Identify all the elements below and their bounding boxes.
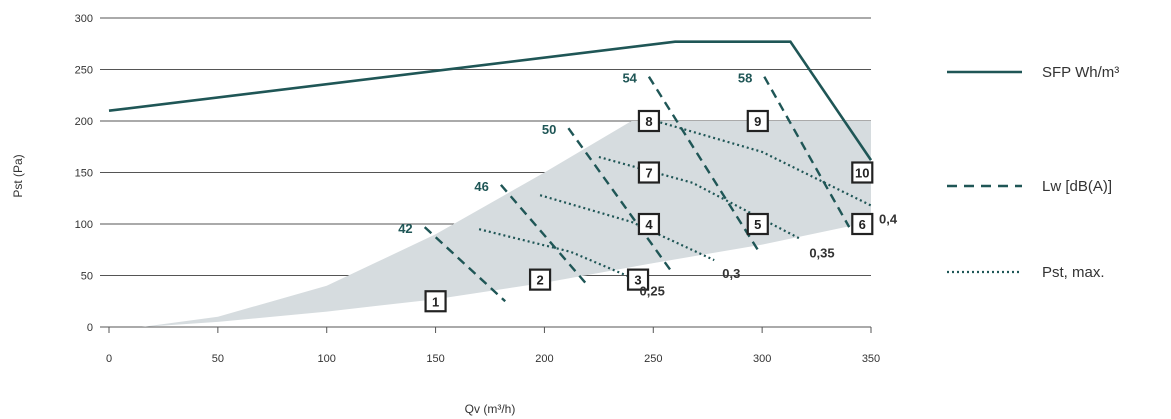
point-label: 10 [855,166,869,181]
point-label: 2 [536,273,543,288]
pst-line-0,4 [655,119,872,207]
y-tick-label: 200 [75,116,93,128]
point-label: 1 [432,294,439,309]
y-tick-label: 100 [75,219,93,231]
x-tick-label: 300 [753,353,771,365]
point-1: 1 [424,290,447,313]
legend-lw-label: Lw [dB(A)] [1042,178,1112,195]
lw-label: 58 [738,71,752,86]
x-tick-label: 150 [426,353,444,365]
point-10: 10 [851,161,874,184]
sfp-line [108,40,873,161]
point-9: 9 [746,109,769,133]
point-3: 3 [626,268,650,291]
y-axis-label: Pst (Pa) [11,154,25,197]
point-label: 8 [645,114,652,129]
lw-label: 54 [622,71,637,86]
point-label: 9 [754,114,761,129]
point-box [637,212,661,236]
point-label: 7 [645,166,652,181]
y-tick-label: 250 [75,65,93,77]
y-tick-label: 50 [81,271,93,283]
lw-lines [423,76,851,303]
lw-line-58 [763,76,851,228]
point-label: 4 [645,217,653,232]
pst-label: 0,25 [640,284,665,299]
point-label: 5 [754,217,761,232]
legend-sfp-label: SFP Wh/m³ [1042,64,1119,81]
point-4: 4 [637,212,661,236]
point-box [851,212,874,236]
point-box [424,290,447,313]
point-5: 5 [746,212,769,236]
point-box [637,161,661,184]
pst-max-lines [478,119,872,279]
point-box [637,109,661,133]
pst-line-0,25 [478,228,632,279]
operating-area [141,121,871,327]
point-box [746,212,769,236]
x-tick-label: 250 [644,353,662,365]
pst-label: 0,35 [809,245,834,260]
numbered-points: 1 2 3 4 5 6 7 8 9 10 [424,109,874,313]
x-axis-label: Qv (m³/h) [465,402,516,416]
lw-label: 50 [542,122,556,137]
y-tick-label: 0 [87,322,93,334]
x-tick-label: 0 [106,353,112,365]
lw-line-42 [423,226,507,303]
point-label: 3 [634,273,641,288]
x-tick-label: 50 [212,353,224,365]
x-tick-label: 100 [318,353,336,365]
y-tick-labels: 0 50 100 150 200 250 300 [75,13,93,334]
x-tick-label: 200 [535,353,553,365]
legend-pst-label: Pst, max. [1042,264,1105,281]
lw-line-46 [499,184,589,287]
x-tick-labels: 0 50 100 150 200 250 300 350 [106,353,880,365]
lw-label: 42 [398,221,412,236]
lw-line-54 [647,76,759,251]
point-label: 6 [859,217,866,232]
point-box [626,268,650,291]
point-box [746,109,769,133]
point-7: 7 [637,161,661,184]
pst-line-0,3 [539,194,715,262]
lw-label: 46 [474,179,488,194]
point-6: 6 [851,212,874,236]
legend: SFP Wh/m³ Lw [dB(A)] Pst, max. [947,64,1119,281]
point-2: 2 [528,268,552,291]
x-tick-label: 350 [862,353,880,365]
point-box [528,268,552,291]
y-tick-label: 150 [75,168,93,180]
y-tick-label: 300 [75,13,93,25]
pst-label: 0,3 [722,266,740,281]
point-8: 8 [637,109,661,133]
pst-label: 0,4 [879,211,898,226]
point-box [851,161,874,184]
